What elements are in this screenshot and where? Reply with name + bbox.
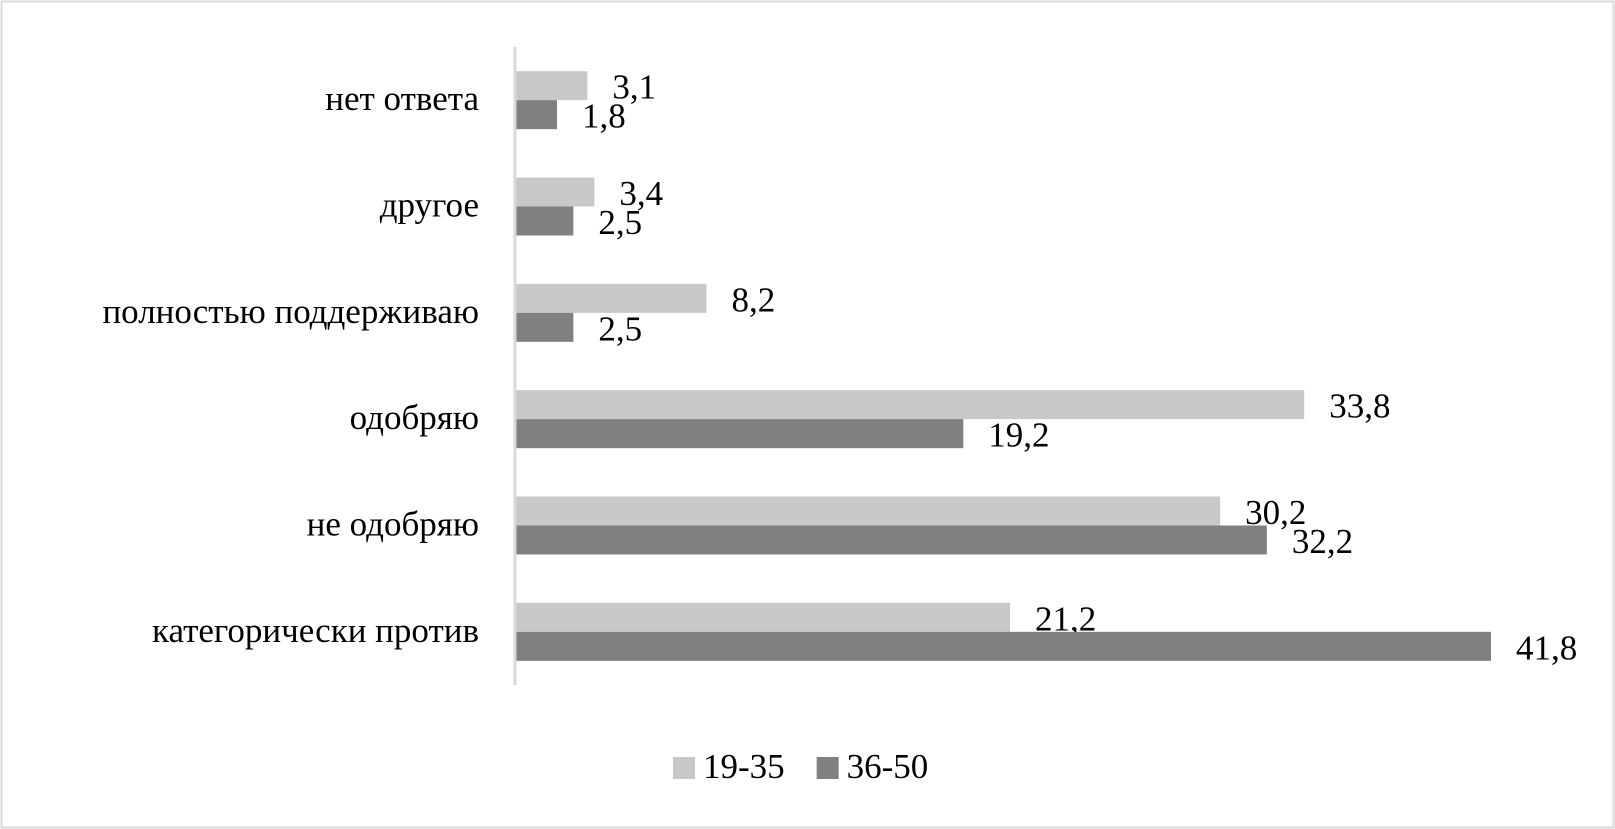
value-label: 2,5 — [598, 203, 642, 242]
bar — [515, 71, 588, 101]
value-label: 19,2 — [988, 416, 1049, 455]
bar — [515, 100, 558, 130]
y-tick-label: полностью поддерживаю — [102, 292, 479, 331]
y-tick-label: другое — [380, 186, 479, 225]
value-label: 1,8 — [582, 97, 626, 136]
bar — [515, 602, 1011, 632]
legend-swatch — [673, 757, 695, 779]
bar — [515, 631, 1491, 661]
bar — [515, 496, 1221, 526]
bar — [515, 525, 1267, 555]
bar — [515, 419, 964, 449]
bar — [515, 206, 574, 236]
bar — [515, 390, 1305, 420]
value-label: 3,4 — [619, 174, 663, 213]
value-label: 32,2 — [1292, 522, 1353, 561]
legend-swatch — [816, 757, 839, 779]
bar — [515, 283, 707, 313]
bar — [515, 177, 595, 207]
legend-label: 36-50 — [847, 747, 929, 786]
legend-label: 19-35 — [703, 747, 785, 786]
y-tick-label: одобряю — [350, 398, 479, 437]
value-label: 2,5 — [598, 309, 642, 348]
y-tick-label: не одобряю — [307, 505, 479, 544]
y-tick-label: нет ответа — [325, 79, 479, 118]
value-label: 33,8 — [1329, 387, 1390, 426]
value-label: 3,1 — [612, 68, 656, 107]
value-label: 8,2 — [731, 280, 775, 319]
bar — [515, 312, 574, 342]
y-tick-label: категорически против — [152, 611, 479, 650]
value-label: 41,8 — [1516, 628, 1577, 667]
